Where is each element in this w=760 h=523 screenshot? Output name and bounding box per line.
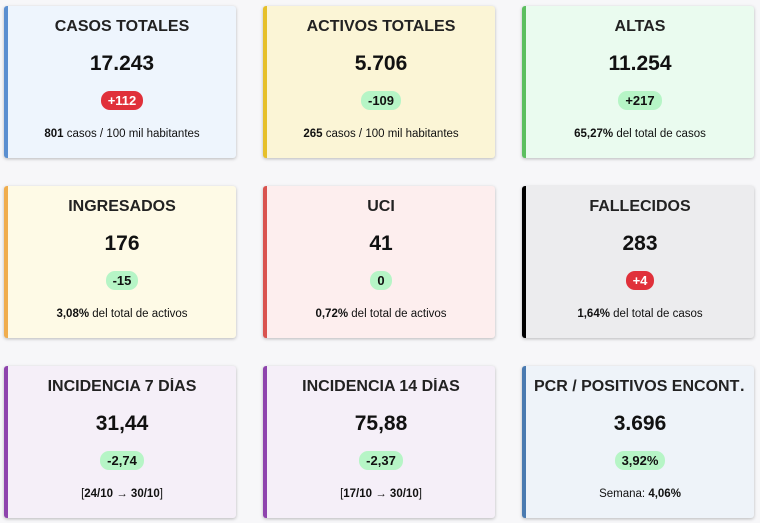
- change-badge: +112: [100, 91, 144, 110]
- note-text: 24/10 → 30/10: [84, 488, 160, 500]
- card-value: 176: [104, 232, 140, 255]
- badge-row: 3,92%: [526, 451, 754, 470]
- card-title: FALLECIDOS: [589, 198, 691, 215]
- note-text: [: [340, 488, 344, 500]
- change-badge: 3,92%: [614, 451, 666, 470]
- card-note: 0,72% del total de activos: [267, 308, 495, 320]
- note-text: 265: [303, 128, 323, 140]
- note-text: del total de casos: [613, 128, 706, 140]
- note-text: 65,27%: [574, 128, 614, 140]
- card-title: UCI: [367, 198, 395, 215]
- badge-row: 0: [267, 271, 495, 290]
- card-value: 3.696: [613, 412, 667, 435]
- note-text: Semana:: [599, 488, 649, 500]
- card-note: Semana: 4,06%: [526, 488, 754, 500]
- stat-card: INCIDENCIA 7 DÍAS 31,44 -2,74 [24/10 → 30/1…: [4, 366, 236, 518]
- change-badge: 0: [370, 271, 392, 290]
- change-badge: +217: [618, 91, 662, 110]
- card-title: CASOS TOTALES: [54, 18, 190, 35]
- card-value: 17.243: [89, 52, 155, 75]
- card-note: [17/10 → 30/10]: [267, 488, 495, 500]
- card-note: [24/10 → 30/10]: [8, 488, 236, 500]
- card-title: ALTAS: [614, 18, 666, 35]
- note-text: ]: [159, 488, 163, 500]
- card-note: 1,64% del total de casos: [526, 308, 754, 320]
- stat-card: INCIDENCIA 14 DÍAS 75,88 -2,37 [17/10 → 30/…: [263, 366, 495, 518]
- note-text: casos / 100 mil habitantes: [63, 128, 200, 140]
- card-value: 31,44: [95, 412, 149, 435]
- card-value: 75,88: [354, 412, 408, 435]
- note-text: 1,64%: [577, 308, 610, 320]
- note-text: del total de activos: [348, 308, 447, 320]
- card-title: INCIDENCIA 7 DÍAS: [47, 378, 197, 395]
- stat-card: ACTIVOS TOTALES 5.706 -109 265 casos / 100 …: [263, 6, 495, 158]
- badge-row: +217: [526, 91, 754, 110]
- badge-row: -2,37: [267, 451, 495, 470]
- change-badge: -2,74: [100, 451, 144, 470]
- note-text: casos / 100 mil habitantes: [322, 128, 459, 140]
- badge-row: -109: [267, 91, 495, 110]
- change-badge: -15: [105, 271, 139, 290]
- card-note: 265 casos / 100 mil habitantes: [267, 128, 495, 140]
- stat-card: CASOS TOTALES 17.243 +112 801 casos / 100 m…: [4, 6, 236, 158]
- note-text: del total de casos: [609, 308, 703, 320]
- stat-card: PCR / POSITIVOS ENCONT… 3.696 3,92% Semana:…: [522, 366, 754, 518]
- badge-row: +112: [8, 91, 236, 110]
- change-badge: -2,37: [359, 451, 403, 470]
- card-value: 5.706: [354, 52, 408, 75]
- card-title: INGRESADOS: [68, 198, 176, 215]
- stat-card: UCI 41 0 0,72% del total de activos: [263, 186, 495, 338]
- note-text: 0,72%: [315, 308, 349, 320]
- stat-card: ALTAS 11.254 +217 65,27% del total de casos: [522, 6, 754, 158]
- stat-card: FALLECIDOS 283 +4 1,64% del total de casos: [522, 186, 754, 338]
- change-badge: +4: [625, 271, 655, 290]
- note-text: 801: [44, 128, 64, 140]
- card-title: INCIDENCIA 14 DÍAS: [302, 378, 460, 395]
- card-value: 11.254: [608, 52, 672, 75]
- note-text: 17/10 → 30/10: [343, 488, 419, 500]
- note-text: ]: [418, 488, 422, 500]
- note-text: 3,08%: [56, 308, 90, 320]
- card-value: 283: [622, 232, 658, 255]
- badge-row: -2,74: [8, 451, 236, 470]
- stat-card: INGRESADOS 176 -15 3,08% del total de activ…: [4, 186, 236, 338]
- card-value: 41: [369, 232, 393, 255]
- card-note: 801 casos / 100 mil habitantes: [8, 128, 236, 140]
- badge-row: -15: [8, 271, 236, 290]
- note-text: del total de activos: [89, 308, 188, 320]
- note-text: [: [81, 488, 85, 500]
- card-note: 65,27% del total de casos: [526, 128, 754, 140]
- note-text: 4,06%: [648, 488, 681, 500]
- card-title: ACTIVOS TOTALES: [306, 18, 456, 35]
- card-title: PCR / POSITIVOS ENCONT…: [534, 378, 746, 395]
- badge-row: +4: [526, 271, 754, 290]
- card-note: 3,08% del total de activos: [8, 308, 236, 320]
- change-badge: -109: [360, 91, 402, 110]
